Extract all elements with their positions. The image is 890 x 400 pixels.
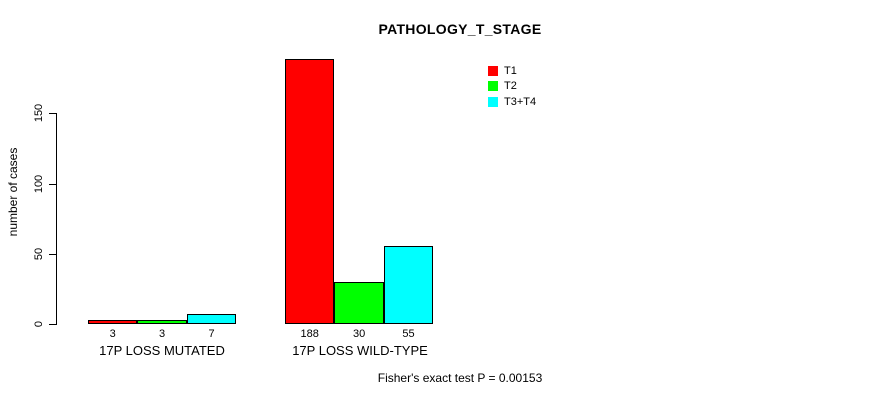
- y-axis-line: [56, 113, 57, 325]
- category-label-wild-type: 17P LOSS WILD-TYPE: [292, 343, 428, 358]
- legend-item-t2: T2: [488, 79, 536, 95]
- y-axis-tick: [49, 254, 56, 255]
- chart-title: PATHOLOGY_T_STAGE: [378, 21, 542, 37]
- legend-label: T3+T4: [504, 95, 537, 108]
- bar-value-label: 55: [402, 328, 415, 340]
- category-label-mutated: 17P LOSS MUTATED: [99, 343, 225, 358]
- legend: T1 T2 T3+T4: [488, 63, 536, 110]
- y-axis-tick: [49, 113, 56, 114]
- bar-t2-wild-type: [334, 281, 384, 324]
- legend-label: T2: [504, 80, 517, 93]
- legend-color-swatch: [488, 65, 498, 76]
- bar-t3-t4-mutated: [186, 314, 237, 324]
- bar-value-label: 3: [109, 328, 116, 340]
- y-axis-tick: [49, 184, 56, 185]
- y-tick-label-0: 0: [33, 320, 45, 328]
- legend-color-swatch: [488, 81, 498, 92]
- bar-t1-wild-type: [285, 58, 335, 324]
- footer-stat: Fisher's exact test P = 0.00153: [377, 371, 543, 385]
- bar-value-label: 30: [352, 328, 366, 340]
- bar-value-label: 7: [208, 328, 215, 340]
- y-axis-label: number of cases: [6, 147, 20, 237]
- bar-t1-mutated: [88, 319, 138, 324]
- legend-label: T1: [504, 64, 517, 77]
- y-tick-label-50: 50: [33, 247, 45, 261]
- bar-value-label: 188: [300, 328, 319, 340]
- bar-t2-mutated: [137, 319, 187, 324]
- legend-item-t3-t4: T3+T4: [488, 94, 536, 110]
- y-tick-label-100: 100: [33, 174, 45, 194]
- bar-t3-t4-wild-type: [383, 246, 434, 324]
- legend-item-t1: T1: [488, 63, 536, 79]
- y-axis-tick: [49, 324, 56, 325]
- legend-color-swatch: [488, 96, 498, 107]
- bar-value-label: 3: [159, 328, 166, 340]
- y-tick-label-150: 150: [33, 103, 45, 123]
